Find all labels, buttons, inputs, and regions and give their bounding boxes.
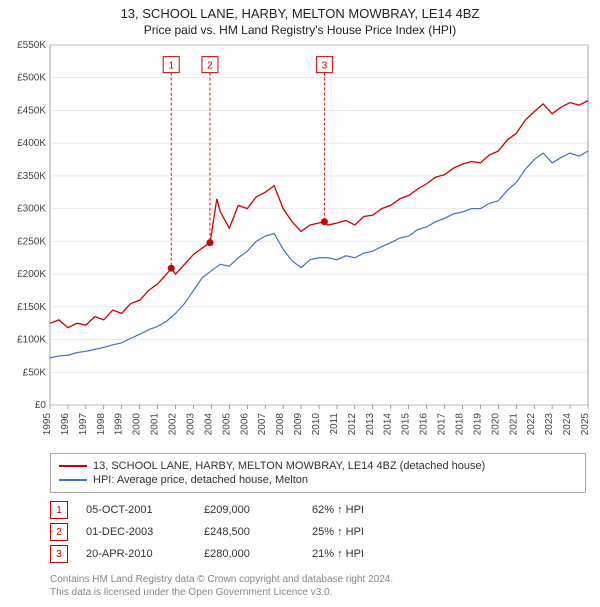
svg-text:2006: 2006 [239, 413, 250, 436]
title-line-2: Price paid vs. HM Land Registry's House … [0, 23, 600, 37]
svg-text:2009: 2009 [293, 413, 304, 436]
svg-text:2018: 2018 [454, 413, 465, 436]
svg-text:2007: 2007 [257, 413, 268, 436]
svg-text:2010: 2010 [311, 413, 322, 436]
svg-text:2001: 2001 [150, 413, 161, 436]
svg-text:£250K: £250K [17, 236, 46, 247]
legend-box: 13, SCHOOL LANE, HARBY, MELTON MOWBRAY, … [50, 453, 586, 493]
svg-text:2023: 2023 [544, 413, 555, 436]
sale-marker-box: 1 [50, 501, 68, 519]
footer-line-2: This data is licensed under the Open Gov… [50, 586, 586, 599]
svg-text:2019: 2019 [472, 413, 483, 436]
sale-pct: 62% ↑ HPI [312, 504, 364, 516]
legend-label: 13, SCHOOL LANE, HARBY, MELTON MOWBRAY, … [93, 460, 485, 472]
svg-text:2013: 2013 [365, 413, 376, 436]
sale-date: 05-OCT-2001 [86, 504, 186, 516]
svg-text:£300K: £300K [17, 204, 46, 215]
svg-text:1: 1 [168, 61, 174, 72]
svg-text:2008: 2008 [275, 413, 286, 436]
svg-text:2005: 2005 [221, 413, 232, 436]
svg-text:2000: 2000 [132, 413, 143, 436]
svg-text:2024: 2024 [562, 413, 573, 436]
title-line-1: 13, SCHOOL LANE, HARBY, MELTON MOWBRAY, … [0, 6, 600, 21]
svg-text:2002: 2002 [168, 413, 179, 436]
svg-text:2015: 2015 [401, 413, 412, 436]
sale-row: 3 20-APR-2010 £280,000 21% ↑ HPI [50, 545, 586, 563]
sale-pct: 25% ↑ HPI [312, 526, 364, 538]
svg-text:1998: 1998 [96, 413, 107, 436]
chart-svg: £0 £50K £100K £150K £200K £250K £300K £350K £400… [0, 37, 600, 447]
chart-plot: £0 £50K £100K £150K £200K £250K £300K £350K £400… [0, 37, 600, 447]
sale-row: 2 01-DEC-2003 £248,500 25% ↑ HPI [50, 523, 586, 541]
svg-text:£400K: £400K [17, 138, 46, 149]
sale-price: £248,500 [204, 526, 294, 538]
svg-text:£0: £0 [35, 400, 47, 411]
svg-text:1995: 1995 [42, 413, 53, 436]
sale-date: 20-APR-2010 [86, 548, 186, 560]
legend-label: HPI: Average price, detached house, Melt… [93, 474, 308, 486]
svg-text:1997: 1997 [78, 413, 89, 436]
svg-text:£450K: £450K [17, 105, 46, 116]
svg-text:2: 2 [207, 61, 213, 72]
legend-swatch [59, 479, 87, 481]
svg-text:3: 3 [322, 61, 328, 72]
legend-item: 13, SCHOOL LANE, HARBY, MELTON MOWBRAY, … [59, 460, 577, 472]
svg-text:2022: 2022 [526, 413, 537, 436]
svg-text:2014: 2014 [383, 413, 394, 436]
svg-text:2016: 2016 [419, 413, 430, 436]
sale-price: £280,000 [204, 548, 294, 560]
svg-text:2012: 2012 [347, 413, 358, 436]
sale-date: 01-DEC-2003 [86, 526, 186, 538]
attribution-footer: Contains HM Land Registry data © Crown c… [50, 573, 586, 599]
sales-list: 1 05-OCT-2001 £209,000 62% ↑ HPI 2 01-DE… [50, 501, 586, 563]
svg-text:1999: 1999 [114, 413, 125, 436]
sale-marker-box: 3 [50, 545, 68, 563]
svg-text:2003: 2003 [185, 413, 196, 436]
svg-text:1996: 1996 [60, 413, 71, 436]
svg-text:£500K: £500K [17, 73, 46, 84]
svg-text:£350K: £350K [17, 171, 46, 182]
svg-text:2021: 2021 [508, 413, 519, 436]
legend-item: HPI: Average price, detached house, Melt… [59, 474, 577, 486]
svg-text:£150K: £150K [17, 302, 46, 313]
sale-price: £209,000 [204, 504, 294, 516]
svg-text:£100K: £100K [17, 335, 46, 346]
svg-text:2017: 2017 [437, 413, 448, 436]
svg-text:2020: 2020 [490, 413, 501, 436]
footer-line-1: Contains HM Land Registry data © Crown c… [50, 573, 586, 586]
sale-pct: 21% ↑ HPI [312, 548, 364, 560]
svg-text:£50K: £50K [23, 367, 47, 378]
sale-marker-box: 2 [50, 523, 68, 541]
svg-text:£550K: £550K [17, 40, 46, 51]
svg-text:2004: 2004 [203, 413, 214, 436]
sale-row: 1 05-OCT-2001 £209,000 62% ↑ HPI [50, 501, 586, 519]
legend-swatch [59, 465, 87, 467]
svg-text:£200K: £200K [17, 269, 46, 280]
svg-text:2025: 2025 [580, 413, 591, 436]
chart-titles: 13, SCHOOL LANE, HARBY, MELTON MOWBRAY, … [0, 0, 600, 37]
svg-text:2011: 2011 [329, 413, 340, 435]
